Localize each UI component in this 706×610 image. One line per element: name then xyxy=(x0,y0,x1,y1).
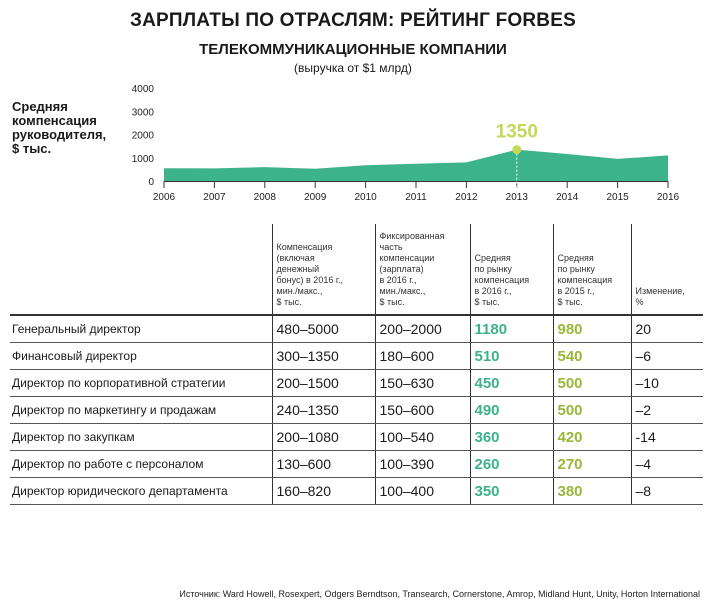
y-axis-label: Средняя компенсация руководителя, $ тыс. xyxy=(12,99,107,156)
table-row: Финансовый директор 300–1350 180–600 510 540… xyxy=(10,342,703,370)
header-position xyxy=(10,224,272,316)
cell-comp-range: 160–820 xyxy=(271,477,375,505)
cell-fixed-range: 150–630 xyxy=(374,369,470,397)
y-tick-label: 3000 xyxy=(132,107,155,118)
cell-fixed-range: 100–540 xyxy=(374,423,470,451)
chart-subnote: (выручка от $1 млрд) xyxy=(294,61,412,75)
salary-table: Компенсация (включая денежный бонус) в 2… xyxy=(10,224,703,505)
y-tick-label: 2000 xyxy=(132,131,155,142)
cell-fixed-range: 100–400 xyxy=(374,477,470,505)
annotation-point xyxy=(512,145,522,155)
cell-avg-2015: 500 xyxy=(552,369,631,397)
cell-fixed-range: 150–600 xyxy=(374,396,470,424)
cell-avg-2015: 420 xyxy=(552,423,631,451)
cell-comp-range: 300–1350 xyxy=(271,342,375,370)
x-tick-label: 2014 xyxy=(556,192,579,203)
cell-avg-2016: 1180 xyxy=(469,315,553,343)
x-tick-label: 2009 xyxy=(304,192,327,203)
cell-fixed-range: 180–600 xyxy=(374,342,470,370)
table-row: Директор по маркетингу и продажам 240–135… xyxy=(10,396,703,424)
header-avg-2015: Средняя по рынку компенсация в 2015 г., … xyxy=(552,224,631,316)
compensation-area-chart: 0 1000 2000 3000 4000 2006 2007 2008 2009 2010 201… xyxy=(132,84,680,203)
header-change: Изменение, % xyxy=(630,224,703,316)
cell-position: Финансовый директор xyxy=(10,342,272,370)
table-row: Директор по закупкам 200–1080 100–540 360 42… xyxy=(10,423,703,451)
cell-avg-2015: 540 xyxy=(552,342,631,370)
x-tick-label: 2015 xyxy=(606,192,629,203)
cell-avg-2016: 260 xyxy=(469,450,553,478)
page-title: ЗАРПЛАТЫ ПО ОТРАСЛЯМ: РЕЙТИНГ FORBES xyxy=(130,10,576,31)
x-tick-label: 2011 xyxy=(405,192,427,203)
y-tick-label: 0 xyxy=(148,177,154,188)
x-tick-label: 2006 xyxy=(153,192,176,203)
cell-avg-2015: 270 xyxy=(552,450,631,478)
table-header-row: Компенсация (включая денежный бонус) в 2… xyxy=(10,224,703,316)
cell-position: Директор по закупкам xyxy=(10,423,272,451)
table-row: Генеральный директор 480–5000 200–2000 1180… xyxy=(10,315,703,343)
cell-position: Директор по маркетингу и продажам xyxy=(10,396,272,424)
cell-fixed-range: 200–2000 xyxy=(374,315,470,343)
x-tick-label: 2008 xyxy=(254,192,277,203)
header-comp-range: Компенсация (включая денежный бонус) в 2… xyxy=(271,224,375,316)
cell-change: -14 xyxy=(630,423,703,451)
cell-avg-2015: 980 xyxy=(552,315,631,343)
header-avg-2016: Средняя по рынку компенсация в 2016 г., … xyxy=(469,224,553,316)
cell-avg-2015: 380 xyxy=(552,477,631,505)
cell-change: –4 xyxy=(630,450,703,478)
cell-avg-2016: 450 xyxy=(469,369,553,397)
cell-comp-range: 480–5000 xyxy=(271,315,375,343)
cell-comp-range: 240–1350 xyxy=(271,396,375,424)
cell-avg-2016: 490 xyxy=(469,396,553,424)
cell-change: –8 xyxy=(630,477,703,505)
cell-change: –6 xyxy=(630,342,703,370)
table-row: Директор юридического департамента 160–82… xyxy=(10,477,703,505)
x-tick-label: 2010 xyxy=(354,192,377,203)
cell-position: Генеральный директор xyxy=(10,315,272,343)
cell-position: Директор по корпоративной стратегии xyxy=(10,369,272,397)
series-area xyxy=(164,149,668,181)
cell-avg-2016: 510 xyxy=(469,342,553,370)
cell-change: –10 xyxy=(630,369,703,397)
cell-position: Директор юридического департамента xyxy=(10,477,272,505)
cell-comp-range: 200–1080 xyxy=(271,423,375,451)
x-tick-label: 2013 xyxy=(506,192,529,203)
y-tick-label: 1000 xyxy=(132,154,155,165)
header-fixed-range: Фиксированная часть компенсации (зарплат… xyxy=(374,224,470,316)
cell-avg-2016: 350 xyxy=(469,477,553,505)
x-tick-label: 2012 xyxy=(455,192,478,203)
cell-avg-2015: 500 xyxy=(552,396,631,424)
chart-subtitle: ТЕЛЕКОММУНИКАЦИОННЫЕ КОМПАНИИ xyxy=(199,41,507,58)
source-note: Источник: Ward Howell, Rosexpert, Odgers… xyxy=(179,589,700,599)
cell-avg-2016: 360 xyxy=(469,423,553,451)
cell-fixed-range: 100–390 xyxy=(374,450,470,478)
annotation-label: 1350 xyxy=(496,122,538,143)
y-tick-label: 4000 xyxy=(132,84,155,95)
cell-comp-range: 200–1500 xyxy=(271,369,375,397)
x-tick-label: 2007 xyxy=(203,192,226,203)
table-row: Директор по корпоративной стратегии 200–1… xyxy=(10,369,703,397)
cell-comp-range: 130–600 xyxy=(271,450,375,478)
table-row: Директор по работе с персоналом 130–600 10… xyxy=(10,450,703,478)
cell-position: Директор по работе с персоналом xyxy=(10,450,272,478)
x-tick-label: 2016 xyxy=(657,192,680,203)
cell-change: 20 xyxy=(630,315,703,343)
cell-change: –2 xyxy=(630,396,703,424)
